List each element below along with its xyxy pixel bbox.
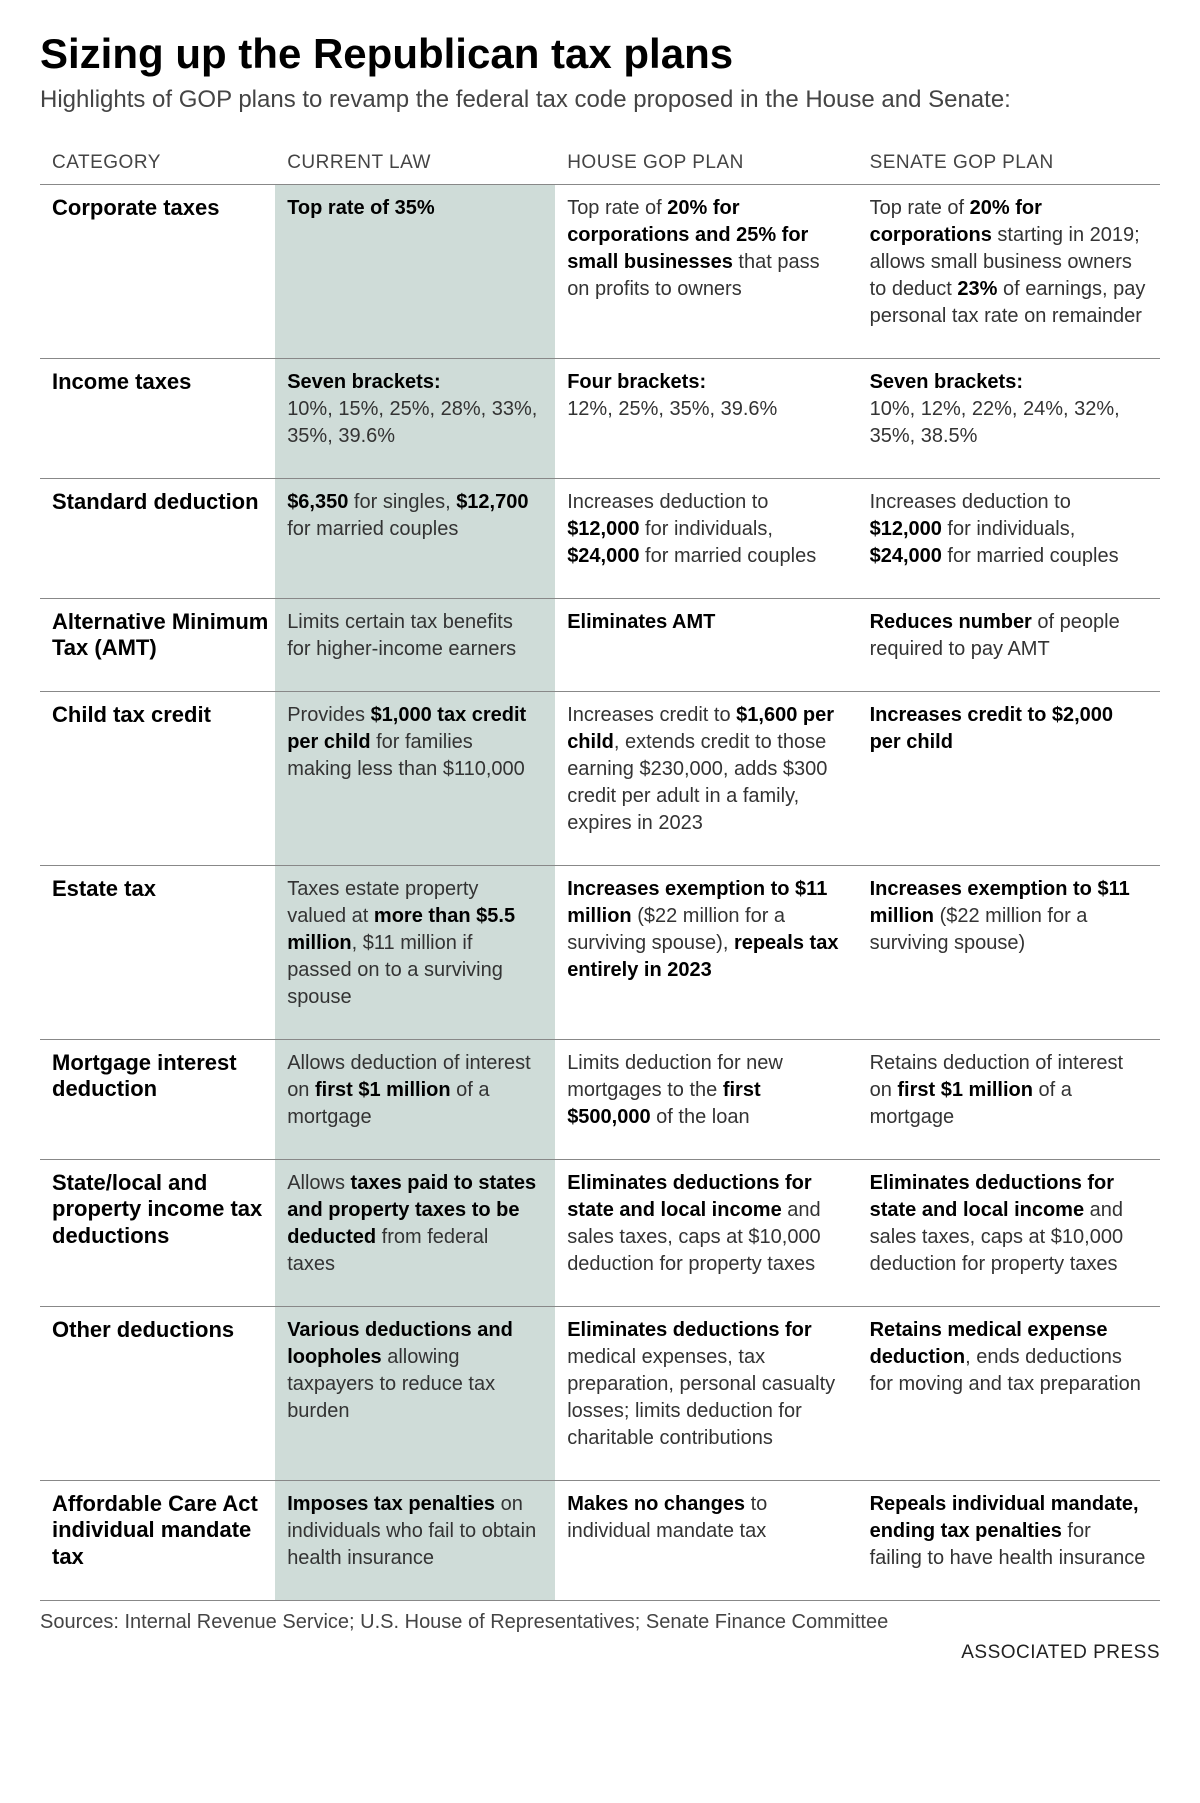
cell-senate-plan: Increases deduction to $12,000 for indiv… xyxy=(858,479,1160,599)
cell-category: Affordable Care Act individual mandate t… xyxy=(40,1481,275,1601)
cell-current-law: Provides $1,000 tax credit per child for… xyxy=(275,692,555,866)
col-header-senate: SENATE GOP PLAN xyxy=(858,144,1160,185)
cell-current-law: Taxes estate property valued at more tha… xyxy=(275,866,555,1040)
table-row: Estate taxTaxes estate property valued a… xyxy=(40,866,1160,1040)
cell-house-plan: Eliminates AMT xyxy=(555,599,857,692)
cell-current-law: Allows taxes paid to states and property… xyxy=(275,1160,555,1307)
comparison-table: CATEGORY CURRENT LAW HOUSE GOP PLAN SENA… xyxy=(40,144,1160,1601)
sources-line: Sources: Internal Revenue Service; U.S. … xyxy=(40,1611,1160,1634)
cell-senate-plan: Eliminates deductions for state and loca… xyxy=(858,1160,1160,1307)
page-subtitle: Highlights of GOP plans to revamp the fe… xyxy=(40,86,1160,114)
cell-senate-plan: Reduces number of people required to pay… xyxy=(858,599,1160,692)
table-row: Affordable Care Act individual mandate t… xyxy=(40,1481,1160,1601)
col-header-category: CATEGORY xyxy=(40,144,275,185)
cell-house-plan: Eliminates deductions for state and loca… xyxy=(555,1160,857,1307)
cell-house-plan: Increases exemption to $11 million ($22 … xyxy=(555,866,857,1040)
cell-category: Other deductions xyxy=(40,1307,275,1481)
table-row: Income taxesSeven brackets:10%, 15%, 25%… xyxy=(40,359,1160,479)
table-row: Mortgage interest deductionAllows deduct… xyxy=(40,1040,1160,1160)
cell-category: Standard deduction xyxy=(40,479,275,599)
credit-line: ASSOCIATED PRESS xyxy=(40,1642,1160,1664)
cell-category: State/local and property income tax dedu… xyxy=(40,1160,275,1307)
table-row: Standard deduction$6,350 for singles, $1… xyxy=(40,479,1160,599)
col-header-current: CURRENT LAW xyxy=(275,144,555,185)
cell-house-plan: Increases credit to $1,600 per child, ex… xyxy=(555,692,857,866)
cell-house-plan: Makes no changes to individual mandate t… xyxy=(555,1481,857,1601)
cell-current-law: Top rate of 35% xyxy=(275,185,555,359)
col-header-house: HOUSE GOP PLAN xyxy=(555,144,857,185)
cell-category: Income taxes xyxy=(40,359,275,479)
cell-house-plan: Limits deduction for new mortgages to th… xyxy=(555,1040,857,1160)
page-title: Sizing up the Republican tax plans xyxy=(40,30,1160,78)
cell-senate-plan: Seven brackets:10%, 12%, 22%, 24%, 32%, … xyxy=(858,359,1160,479)
cell-category: Estate tax xyxy=(40,866,275,1040)
cell-senate-plan: Retains medical expense deduction, ends … xyxy=(858,1307,1160,1481)
table-row: Child tax creditProvides $1,000 tax cred… xyxy=(40,692,1160,866)
cell-current-law: Seven brackets:10%, 15%, 25%, 28%, 33%, … xyxy=(275,359,555,479)
cell-house-plan: Eliminates deductions for medical expens… xyxy=(555,1307,857,1481)
cell-category: Corporate taxes xyxy=(40,185,275,359)
cell-current-law: Various deductions and loopholes allowin… xyxy=(275,1307,555,1481)
cell-senate-plan: Repeals individual mandate, ending tax p… xyxy=(858,1481,1160,1601)
cell-category: Child tax credit xyxy=(40,692,275,866)
cell-house-plan: Four brackets:12%, 25%, 35%, 39.6% xyxy=(555,359,857,479)
cell-category: Alternative Minimum Tax (AMT) xyxy=(40,599,275,692)
cell-current-law: $6,350 for singles, $12,700 for married … xyxy=(275,479,555,599)
cell-house-plan: Increases deduction to $12,000 for indiv… xyxy=(555,479,857,599)
table-row: Alternative Minimum Tax (AMT)Limits cert… xyxy=(40,599,1160,692)
cell-current-law: Allows deduction of interest on first $1… xyxy=(275,1040,555,1160)
cell-senate-plan: Increases exemption to $11 million ($22 … xyxy=(858,866,1160,1040)
cell-senate-plan: Retains deduction of interest on first $… xyxy=(858,1040,1160,1160)
table-row: State/local and property income tax dedu… xyxy=(40,1160,1160,1307)
cell-house-plan: Top rate of 20% for corporations and 25%… xyxy=(555,185,857,359)
cell-current-law: Imposes tax penalties on individuals who… xyxy=(275,1481,555,1601)
table-header-row: CATEGORY CURRENT LAW HOUSE GOP PLAN SENA… xyxy=(40,144,1160,185)
cell-category: Mortgage interest deduction xyxy=(40,1040,275,1160)
table-row: Corporate taxesTop rate of 35%Top rate o… xyxy=(40,185,1160,359)
cell-senate-plan: Increases credit to $2,000 per child xyxy=(858,692,1160,866)
table-row: Other deductionsVarious deductions and l… xyxy=(40,1307,1160,1481)
cell-senate-plan: Top rate of 20% for corporations startin… xyxy=(858,185,1160,359)
cell-current-law: Limits certain tax benefits for higher-i… xyxy=(275,599,555,692)
